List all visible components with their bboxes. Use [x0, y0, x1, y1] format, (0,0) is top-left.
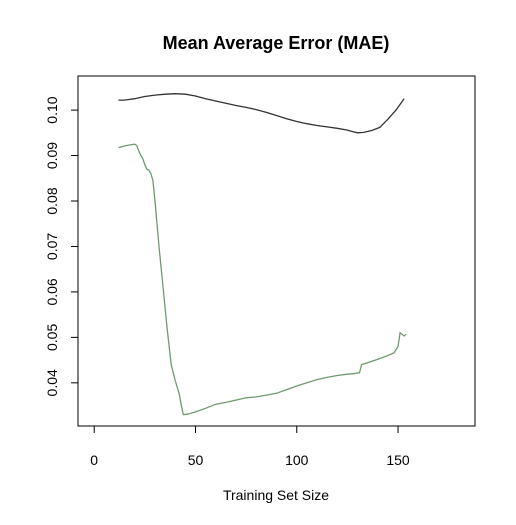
- x-axis: 0 50 100 150: [90, 426, 410, 468]
- x-tick-label: 150: [386, 452, 410, 468]
- y-tick-label: 0.08: [44, 187, 60, 214]
- x-axis-label: Training Set Size: [223, 487, 329, 503]
- chart-title: Mean Average Error (MAE): [163, 33, 390, 53]
- y-tick-label: 0.06: [44, 278, 60, 305]
- y-tick-label: 0.10: [44, 96, 60, 123]
- y-tick-label: 0.05: [44, 324, 60, 351]
- plot-area: [118, 93, 407, 416]
- x-tick-label: 0: [90, 452, 98, 468]
- y-tick-label: 0.07: [44, 233, 60, 260]
- x-tick-label: 50: [188, 452, 204, 468]
- plot-frame: [77, 75, 476, 427]
- x-tick-label: 100: [285, 452, 309, 468]
- y-tick-label: 0.04: [44, 369, 60, 396]
- y-tick-label: 0.09: [44, 142, 60, 169]
- series-line-2: [118, 143, 407, 416]
- y-axis: 0.04 0.05 0.06 0.07 0.08 0.09 0.10: [44, 96, 78, 396]
- series-line-1: [118, 93, 405, 134]
